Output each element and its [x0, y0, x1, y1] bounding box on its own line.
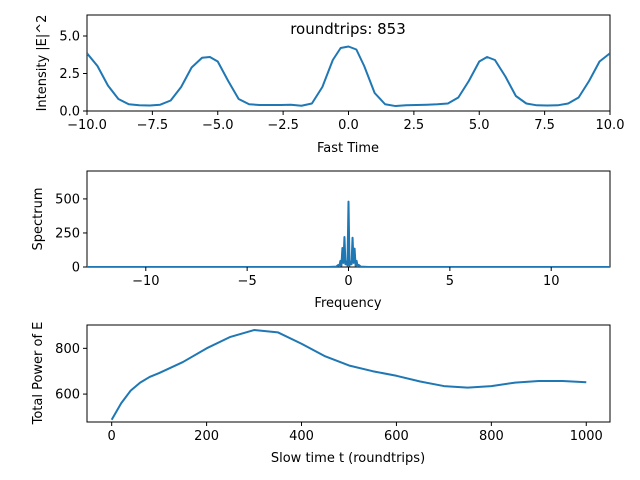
intensity-x-ticks: −10.0 −7.5 −5.0 −2.5 0.0 2.5 5.0 7.5 10.0	[67, 111, 624, 133]
spectrum-x-tick-label: 0	[344, 274, 352, 289]
intensity-y-tick-label: 2.5	[59, 67, 80, 82]
total-power-plot-area	[110, 329, 587, 421]
total-power-y-ticks: 600 800	[55, 342, 87, 403]
intensity-series-line	[87, 45, 610, 108]
total-power-x-axis-label: Slow time t (roundtrips)	[271, 451, 425, 466]
intensity-x-tick-label: −7.5	[137, 118, 169, 133]
intensity-panel: −10.0 −7.5 −5.0 −2.5 0.0 2.5 5.0 7.5 10.0 0.0 2.5…	[35, 14, 624, 156]
spectrum-y-axis-label: Spectrum	[31, 188, 46, 251]
roundtrips-annotation: roundtrips: 853	[290, 20, 406, 38]
spectrum-panel: −10 −5 0 5 10 0 250 500 Frequency Spectrum	[31, 170, 611, 311]
total-power-y-tick-label: 600	[55, 388, 80, 403]
intensity-y-tick-label: 5.0	[59, 30, 80, 45]
spectrum-plot-area	[87, 200, 610, 267]
intensity-x-tick-label: −2.5	[267, 118, 299, 133]
total-power-x-tick-label: 1000	[570, 429, 603, 444]
spectrum-y-ticks: 0 250 500	[55, 192, 87, 276]
spectrum-x-axis-label: Frequency	[314, 296, 381, 311]
total-power-x-tick-label: 400	[289, 429, 314, 444]
total-power-x-tick-label: 0	[108, 429, 116, 444]
intensity-y-ticks: 0.0 2.5 5.0	[59, 30, 87, 120]
intensity-plot-area	[87, 45, 610, 108]
total-power-x-tick-label: 200	[194, 429, 219, 444]
total-power-panel: 0 200 400 600 800 1000 600 800 Slow time t (ro…	[31, 322, 611, 466]
total-power-series-line	[110, 329, 587, 421]
total-power-y-tick-label: 800	[55, 342, 80, 357]
spectrum-x-tick-label: 10	[543, 274, 560, 289]
spectrum-series-line	[87, 200, 610, 267]
spectrum-x-tick-label: −5	[238, 274, 257, 289]
total-power-x-tick-label: 800	[479, 429, 504, 444]
total-power-x-tick-label: 600	[384, 429, 409, 444]
intensity-y-axis-label: Intensity |E|^2	[35, 15, 50, 112]
spectrum-x-tick-label: −10	[132, 274, 159, 289]
total-power-axes-frame	[86, 324, 611, 423]
spectrum-x-ticks: −10 −5 0 5 10	[132, 267, 559, 289]
intensity-x-axis-label: Fast Time	[317, 141, 379, 156]
spectrum-y-tick-label: 0	[72, 261, 80, 276]
intensity-x-tick-label: 2.5	[404, 118, 425, 133]
intensity-x-tick-label: −5.0	[202, 118, 234, 133]
spectrum-y-tick-label: 250	[55, 226, 80, 241]
spectrum-y-tick-label: 500	[55, 192, 80, 207]
intensity-x-tick-label: −10.0	[67, 118, 107, 133]
total-power-x-ticks: 0 200 400 600 800 1000	[108, 422, 603, 444]
intensity-x-tick-label: 5.0	[469, 118, 490, 133]
intensity-x-tick-label: 7.5	[534, 118, 555, 133]
intensity-x-tick-label: 10.0	[596, 118, 625, 133]
intensity-x-tick-label: 0.0	[338, 118, 359, 133]
spectrum-x-tick-label: 5	[446, 274, 454, 289]
intensity-y-tick-label: 0.0	[59, 105, 80, 120]
total-power-y-axis-label: Total Power of E	[31, 322, 46, 426]
